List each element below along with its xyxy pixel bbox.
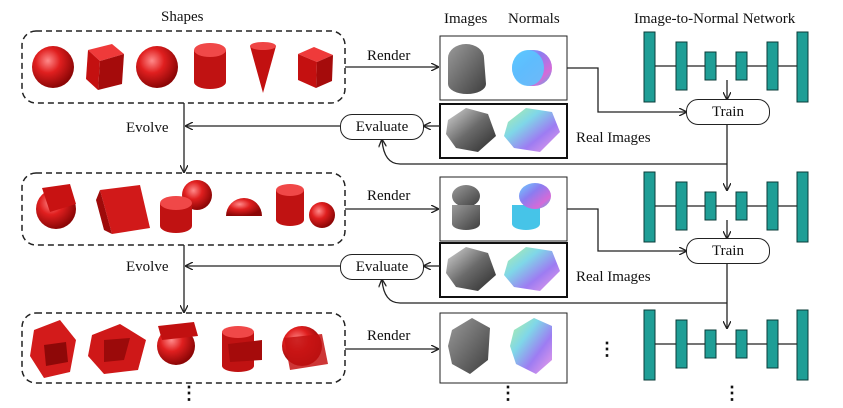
shapes-heading: Shapes — [161, 9, 204, 25]
normal-map — [512, 183, 551, 230]
render-label-2: Render — [367, 188, 411, 204]
ellipsis-images: ⋮ — [499, 383, 517, 403]
shapes-row-3 — [21, 312, 346, 384]
real-images-label-2: Real Images — [576, 269, 651, 285]
evolved-shape — [160, 180, 212, 233]
cylinder-shape — [194, 43, 226, 89]
cone-shape — [250, 42, 276, 93]
normal-map — [510, 318, 552, 374]
render-output-3 — [439, 312, 568, 384]
evaluate-node-1: Evaluate — [340, 114, 424, 140]
to-train-arrow-1 — [567, 67, 686, 112]
evaluate-node-2: Evaluate — [340, 254, 424, 280]
sphere-shape — [136, 46, 178, 88]
real-images-2 — [439, 242, 568, 298]
evolved-shape — [96, 185, 150, 234]
connectors — [184, 67, 727, 349]
ellipsis-middle: ⋮ — [598, 339, 616, 359]
feedback-arrow-2 — [382, 280, 727, 304]
shapes-row-2 — [21, 172, 346, 246]
network-1 — [643, 31, 809, 103]
feedback-arrow-1 — [382, 140, 727, 165]
evolved-shape — [222, 326, 262, 372]
sphere-shape — [32, 46, 74, 88]
real-images-label-1: Real Images — [576, 130, 651, 146]
to-train-arrow-2 — [567, 208, 686, 251]
evolve-label-1: Evolve — [126, 120, 169, 136]
normals-heading: Normals — [508, 11, 560, 27]
rendered-image — [448, 318, 490, 374]
real-images-1 — [439, 103, 568, 159]
rendered-image — [448, 44, 486, 94]
real-image — [446, 247, 496, 291]
images-heading: Images — [444, 11, 488, 27]
cube-shape — [86, 44, 124, 90]
ellipsis-shapes: ⋮ — [180, 383, 198, 403]
evolved-shape — [276, 184, 335, 228]
real-image — [446, 108, 496, 152]
train-node-2: Train — [686, 238, 770, 264]
shapes-row-1 — [21, 30, 346, 104]
evolved-shape — [226, 198, 262, 216]
evolved-shape — [36, 184, 76, 229]
rendered-image — [452, 185, 480, 230]
render-output-1 — [439, 35, 568, 101]
normal-map — [504, 108, 560, 152]
cube-shape — [298, 47, 333, 88]
evolved-shape — [30, 320, 76, 378]
evolved-shape — [282, 326, 328, 370]
render-output-2 — [439, 176, 568, 242]
normal-map — [512, 50, 552, 86]
evolve-label-2: Evolve — [126, 259, 169, 275]
network-2 — [643, 171, 809, 243]
render-label-3: Render — [367, 328, 411, 344]
normal-map — [504, 247, 560, 291]
render-label-1: Render — [367, 48, 411, 64]
evolved-shape — [157, 322, 198, 365]
train-node-1: Train — [686, 99, 770, 125]
ellipsis-network: ⋮ — [723, 383, 741, 403]
network-heading: Image-to-Normal Network — [634, 11, 796, 27]
evolved-shape — [88, 324, 146, 374]
network-3 — [643, 309, 809, 381]
